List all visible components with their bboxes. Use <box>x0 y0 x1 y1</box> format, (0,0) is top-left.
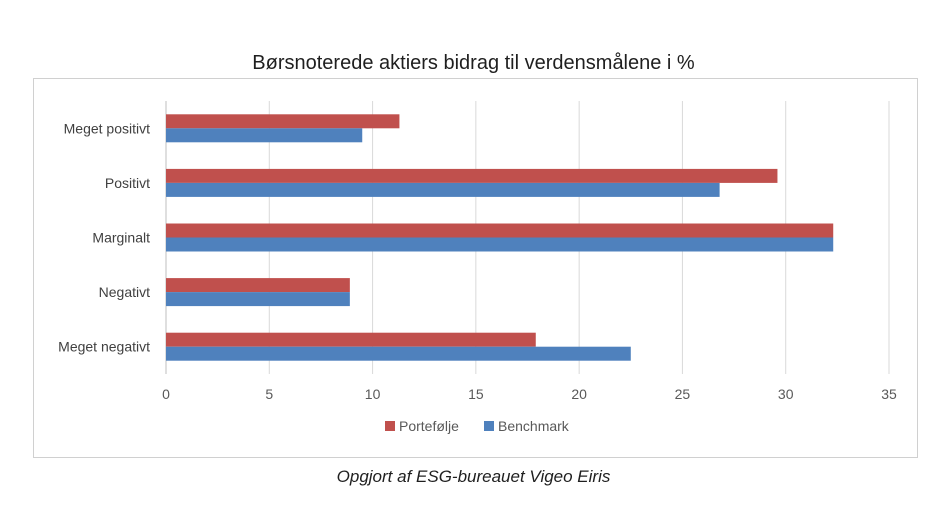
category-label: Marginalt <box>92 230 150 246</box>
category-label: Meget negativt <box>58 339 150 355</box>
legend-label: Portefølje <box>399 418 459 434</box>
bar <box>166 346 631 361</box>
x-tick-label: 25 <box>675 386 691 402</box>
chart-title: Børsnoterede aktiers bidrag til verdensm… <box>252 52 695 74</box>
x-tick-label: 30 <box>778 386 794 402</box>
category-label: Positivt <box>105 175 150 191</box>
x-tick-label: 10 <box>365 386 381 402</box>
bar <box>166 332 536 347</box>
x-tick-label: 15 <box>468 386 484 402</box>
legend-label: Benchmark <box>498 418 570 434</box>
bar <box>166 168 778 183</box>
bar <box>166 128 363 143</box>
chart-caption: Opgjort af ESG-bureauet Vigeo Eiris <box>336 467 611 486</box>
bar <box>166 237 834 252</box>
legend-swatch <box>385 421 395 431</box>
x-tick-label: 20 <box>571 386 587 402</box>
legend-swatch <box>484 421 494 431</box>
bar <box>166 278 350 293</box>
x-tick-label: 5 <box>265 386 273 402</box>
chart-area: 0 5 10 15 20 25 30 35 Meget positivt Positivt Marg… <box>33 78 918 458</box>
x-tick-label: 0 <box>162 386 170 402</box>
bar <box>166 292 350 307</box>
bar <box>166 182 720 197</box>
category-label: Negativt <box>99 284 150 300</box>
bar <box>166 223 834 238</box>
x-tick-label: 35 <box>881 386 897 402</box>
bar <box>166 114 400 129</box>
bar-chart: 0 5 10 15 20 25 30 35 Meget positivt Positivt Marg… <box>58 101 897 434</box>
category-label: Meget positivt <box>64 120 150 136</box>
